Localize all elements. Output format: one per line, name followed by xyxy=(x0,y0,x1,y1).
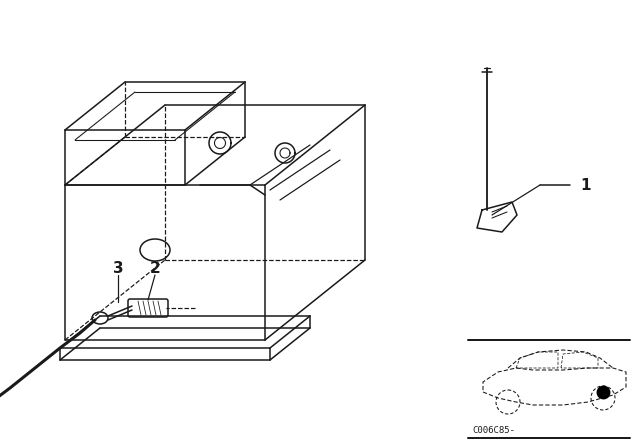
Text: 2: 2 xyxy=(150,260,161,276)
Text: 3: 3 xyxy=(113,260,124,276)
Text: 1: 1 xyxy=(580,177,591,193)
Text: C006C85-: C006C85- xyxy=(472,426,515,435)
